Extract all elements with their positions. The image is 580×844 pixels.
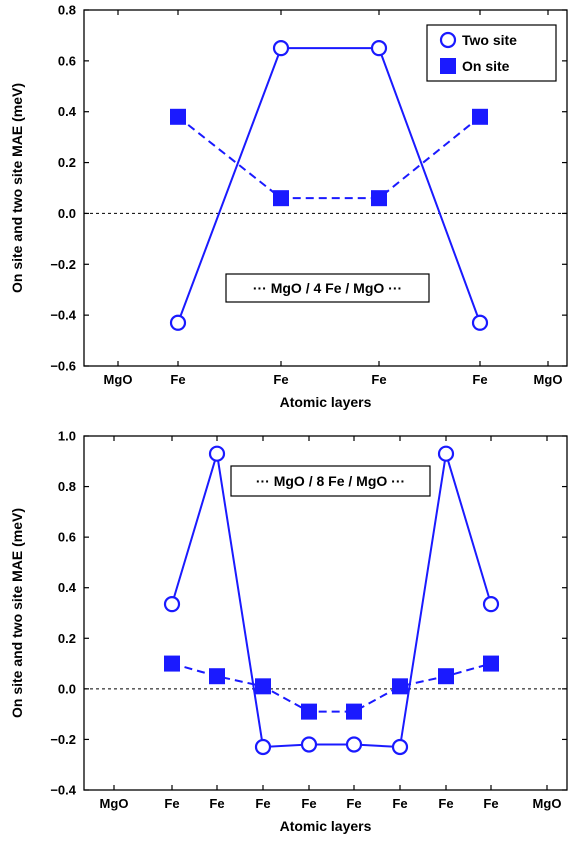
x-tick-label: Fe xyxy=(392,796,407,811)
x-tick-label: Fe xyxy=(371,372,386,387)
on-site-point xyxy=(392,678,408,695)
two-site-series-line xyxy=(177,47,481,324)
y-tick-label: −0.4 xyxy=(50,308,76,323)
on-site-point xyxy=(483,655,499,672)
x-tick-label: Fe xyxy=(209,796,224,811)
y-tick-label: −0.6 xyxy=(50,359,76,374)
plot-frame xyxy=(83,9,568,367)
x-tick-label: Fe xyxy=(301,796,316,811)
on-site-point xyxy=(164,655,180,672)
two-site-point xyxy=(482,596,500,613)
two-site-point xyxy=(437,445,455,462)
x-tick-label: Fe xyxy=(170,372,185,387)
on-site-point xyxy=(301,703,317,720)
on-site-point xyxy=(371,190,387,207)
legend-on-site-marker xyxy=(440,58,456,74)
annotation-box xyxy=(225,273,430,303)
y-tick-label: 0.8 xyxy=(58,3,76,18)
x-tick-label: Fe xyxy=(273,372,288,387)
y-tick-label: 0.8 xyxy=(58,479,76,494)
on-site-point xyxy=(170,108,186,125)
y-axis-title: On site and two site MAE (meV) xyxy=(9,83,25,293)
on-site-point xyxy=(255,678,271,695)
y-tick-label: −0.2 xyxy=(50,732,76,747)
annotation-label: ··· MgO / 8 Fe / MgO ··· xyxy=(256,473,405,489)
two-site-point xyxy=(471,314,489,331)
x-tick-label: Fe xyxy=(438,796,453,811)
plot-frame xyxy=(83,435,568,791)
y-tick-label: 1.0 xyxy=(58,429,76,444)
on-site-point xyxy=(346,703,362,720)
on-site-point xyxy=(438,668,454,685)
legend-two-site-label: Two site xyxy=(462,32,517,48)
x-tick-label: MgO xyxy=(104,372,133,387)
two-site-point xyxy=(391,738,409,756)
two-site-point xyxy=(370,40,388,57)
x-tick-label: Fe xyxy=(255,796,270,811)
y-axis-title: On site and two site MAE (meV) xyxy=(9,508,25,718)
y-tick-label: 0.0 xyxy=(58,681,76,696)
two-site-point xyxy=(345,736,363,753)
two-site-point xyxy=(272,40,290,57)
two-site-point xyxy=(208,445,226,462)
two-site-point xyxy=(163,596,181,613)
y-tick-label: −0.4 xyxy=(50,783,76,798)
annotation-box xyxy=(230,465,431,497)
legend-on-site-label: On site xyxy=(462,58,510,74)
x-tick-label: MgO xyxy=(100,796,129,811)
legend-two-site-marker xyxy=(439,31,457,49)
two-site-point xyxy=(300,736,318,753)
y-tick-label: 0.2 xyxy=(58,631,76,646)
x-tick-label: Fe xyxy=(483,796,498,811)
x-tick-label: Fe xyxy=(164,796,179,811)
x-tick-label: Fe xyxy=(346,796,361,811)
y-tick-label: 0.6 xyxy=(58,530,76,545)
y-tick-label: 0.6 xyxy=(58,53,76,68)
y-tick-label: 0.4 xyxy=(58,104,77,119)
x-tick-label: MgO xyxy=(533,796,562,811)
top-panel-4fe: −0.6 −0.4 −0.2 0.0 0.2 0.4 0.6 0.8 MgO Fe Fe Fe Fe Mg… xyxy=(9,3,568,410)
y-tick-label: 0.2 xyxy=(58,155,76,170)
x-tick-label: MgO xyxy=(534,372,563,387)
two-site-point xyxy=(254,738,272,756)
x-axis-title: Atomic layers xyxy=(280,394,372,410)
x-axis-title: Atomic layers xyxy=(280,818,372,834)
on-site-point xyxy=(472,108,488,125)
on-site-point xyxy=(209,668,225,685)
on-site-series-line xyxy=(177,116,481,200)
y-tick-label: 0.0 xyxy=(58,206,76,221)
on-site-point xyxy=(273,190,289,207)
x-tick-label: Fe xyxy=(472,372,487,387)
two-site-series-line xyxy=(171,453,492,749)
two-site-point xyxy=(169,314,187,331)
bottom-panel-8fe: −0.4 −0.2 0.0 0.2 0.4 0.6 0.8 1.0 MgO Fe Fe Fe Fe Fe F… xyxy=(9,429,568,834)
y-tick-label: 0.4 xyxy=(58,580,77,595)
y-tick-label: −0.2 xyxy=(50,257,76,272)
annotation-label: ··· MgO / 4 Fe / MgO ··· xyxy=(253,280,402,296)
